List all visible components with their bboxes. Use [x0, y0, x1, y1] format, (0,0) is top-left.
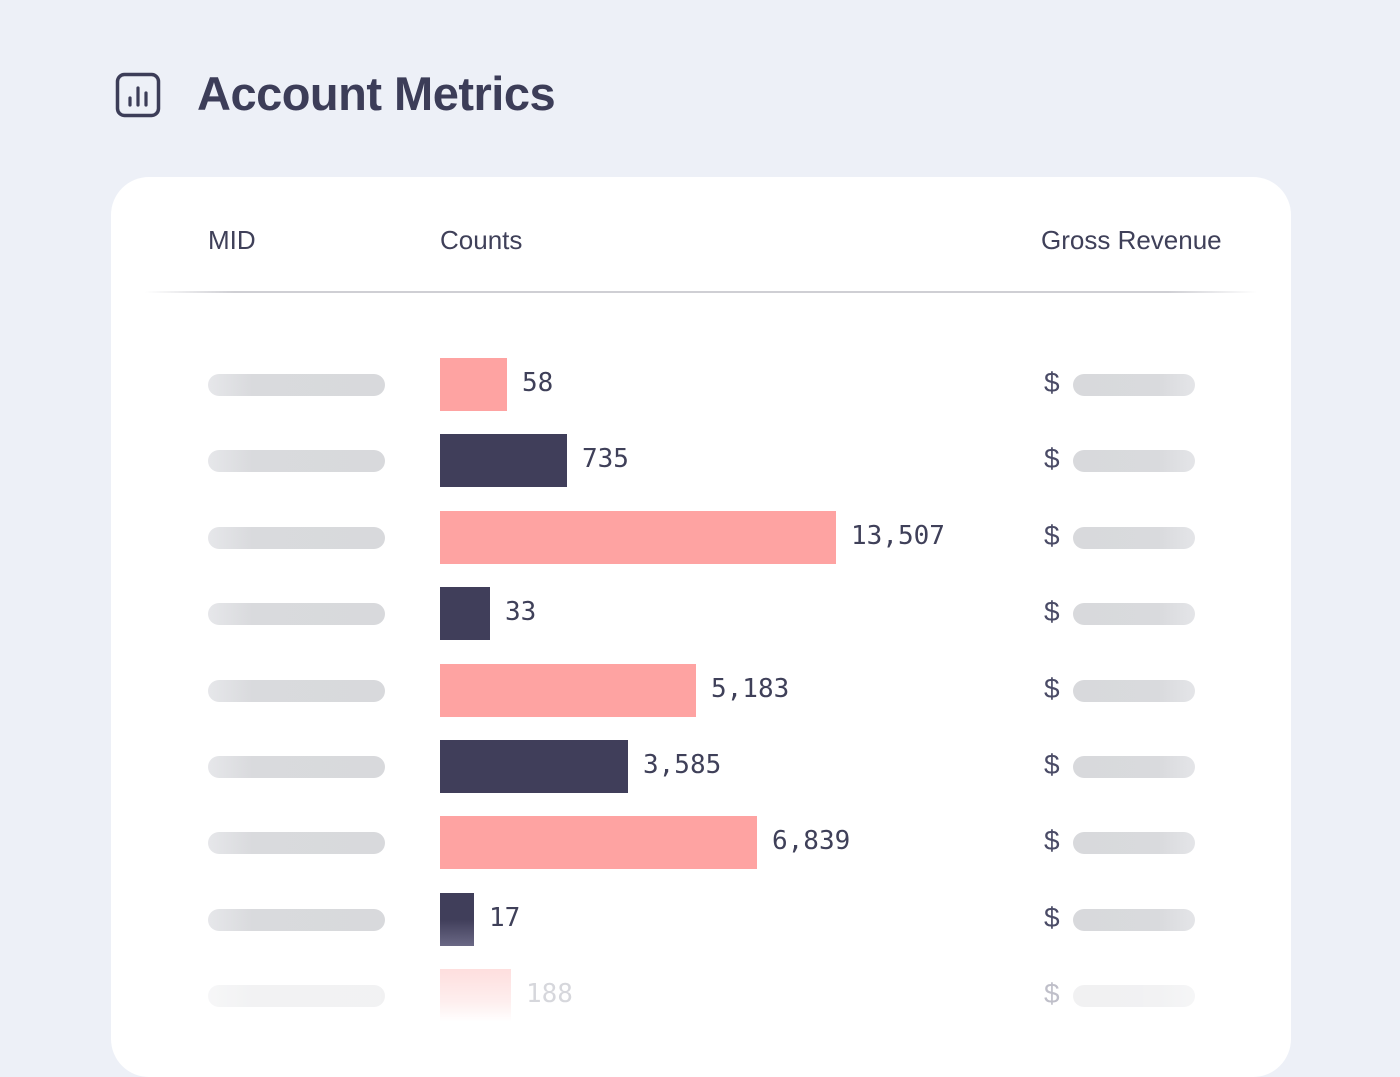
count-value: 735: [582, 444, 629, 475]
count-bar: [440, 816, 757, 870]
count-value: 6,839: [772, 826, 851, 857]
table-row[interactable]: 188 $: [111, 969, 1291, 1023]
count-bar: [440, 587, 490, 641]
header-divider: [145, 291, 1257, 293]
table-row[interactable]: 17 $: [111, 892, 1291, 947]
revenue-placeholder: [1073, 908, 1195, 931]
table-row[interactable]: 13,507 $: [111, 510, 1291, 565]
count-value: 13,507: [851, 520, 945, 551]
column-header-counts[interactable]: Counts: [440, 225, 523, 255]
table-row[interactable]: 5,183 $: [111, 663, 1291, 718]
mid-placeholder: [208, 450, 385, 473]
dollar-icon: $: [1044, 749, 1060, 780]
dollar-icon: $: [1044, 825, 1060, 857]
count-bar: [440, 969, 511, 1023]
dollar-icon: $: [1044, 978, 1060, 1010]
metrics-rows: 58 $735 $13,507 $33 $5,183 $3,585 $6,839 $17 $18…: [111, 177, 1291, 1077]
page-header: Account Metrics: [115, 67, 556, 120]
metrics-card: MID Counts Gross Revenue 58 $735 $13,507 $3…: [111, 177, 1291, 1077]
count-bar: [440, 892, 474, 946]
revenue-placeholder: [1073, 603, 1195, 626]
column-header-mid[interactable]: MID: [208, 225, 256, 255]
count-bar: [440, 358, 507, 411]
table-row[interactable]: 33 $: [111, 587, 1291, 641]
mid-placeholder: [208, 526, 385, 549]
mid-placeholder: [208, 908, 385, 931]
count-value: 188: [526, 979, 573, 1010]
count-bar: [440, 663, 696, 717]
revenue-placeholder: [1073, 374, 1195, 396]
mid-placeholder: [208, 374, 385, 396]
mid-placeholder: [208, 985, 385, 1008]
table-row[interactable]: 6,839 $: [111, 816, 1291, 870]
count-bar: [440, 740, 628, 793]
table-row[interactable]: 3,585 $: [111, 740, 1291, 794]
table-row[interactable]: 58 $: [111, 358, 1291, 412]
mid-placeholder: [208, 756, 385, 778]
dollar-icon: $: [1044, 596, 1060, 628]
mid-placeholder: [208, 679, 385, 702]
count-bar: [440, 434, 567, 488]
count-value: 58: [522, 368, 554, 398]
page-title: Account Metrics: [197, 67, 556, 120]
dollar-icon: $: [1044, 901, 1060, 933]
bar-chart-icon: [115, 72, 161, 118]
mid-placeholder: [208, 603, 385, 626]
revenue-placeholder: [1073, 526, 1195, 549]
column-header-gross-revenue[interactable]: Gross Revenue: [1041, 225, 1222, 255]
count-value: 33: [505, 597, 537, 628]
dollar-icon: $: [1044, 367, 1060, 398]
revenue-placeholder: [1073, 756, 1195, 778]
dollar-icon: $: [1044, 443, 1060, 475]
dollar-icon: $: [1044, 519, 1060, 551]
mid-placeholder: [208, 832, 385, 855]
count-value: 17: [489, 902, 521, 933]
count-value: 3,585: [643, 750, 722, 780]
revenue-placeholder: [1073, 985, 1195, 1008]
revenue-placeholder: [1073, 679, 1195, 702]
count-bar: [440, 510, 836, 564]
revenue-placeholder: [1073, 832, 1195, 855]
table-row[interactable]: 735 $: [111, 434, 1291, 488]
count-value: 5,183: [711, 673, 790, 704]
revenue-placeholder: [1073, 450, 1195, 473]
dollar-icon: $: [1044, 672, 1060, 704]
